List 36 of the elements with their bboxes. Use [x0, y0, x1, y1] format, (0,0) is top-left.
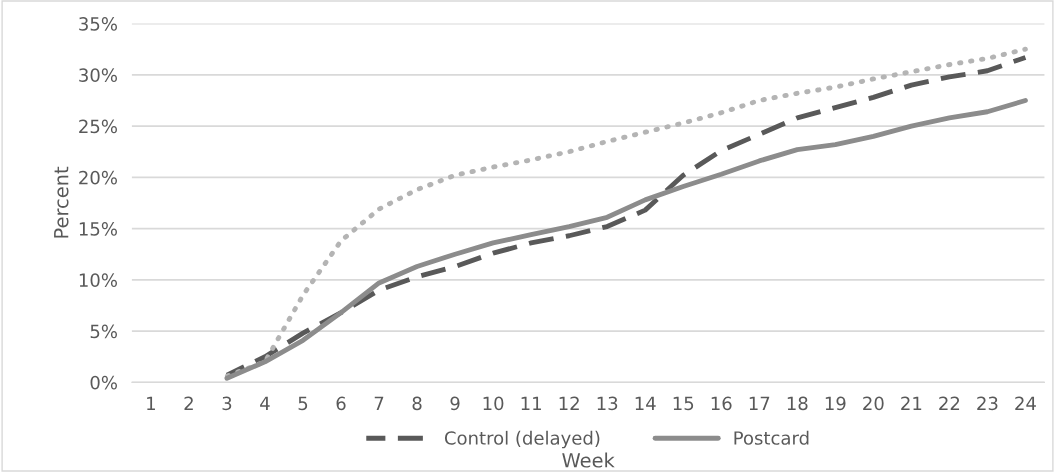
legend-label: Postcard: [734, 430, 809, 445]
y-tick-label: 15%: [79, 222, 117, 236]
x-tick-label: 11: [521, 396, 541, 410]
x-tick-label: 13: [597, 396, 618, 411]
y-tick-label: 30%: [79, 68, 117, 82]
x-tick-label: 7: [374, 396, 384, 410]
y-tick-label: 25%: [79, 119, 117, 134]
x-tick-label: 18: [787, 396, 808, 411]
x-tick-label: 6: [336, 396, 346, 411]
y-tick-label: 5%: [90, 324, 117, 339]
legend-label: Control (delayed): [444, 430, 600, 449]
x-axis-title: Week: [562, 452, 615, 468]
y-tick-label: 20%: [79, 170, 117, 185]
x-tick-label: 16: [711, 396, 732, 411]
y-tick-label: 10%: [79, 273, 117, 287]
x-tick-label: 3: [222, 396, 232, 411]
x-tick-label: 5: [298, 396, 308, 411]
x-tick-label: 20: [863, 396, 884, 411]
x-tick-label: 12: [559, 396, 579, 410]
x-tick-label: 10: [483, 396, 504, 411]
x-tick-label: 1: [147, 396, 155, 410]
x-tick-label: 14: [635, 396, 656, 410]
x-tick-label: 21: [901, 396, 922, 410]
x-tick-label: 2: [184, 396, 193, 410]
x-tick-label: 17: [749, 396, 770, 410]
y-tick-label: 0%: [90, 375, 117, 390]
x-tick-label: 19: [825, 396, 846, 411]
x-tick-label: 22: [939, 396, 960, 410]
x-tick-label: 8: [412, 396, 422, 411]
x-tick-label: 23: [977, 396, 998, 411]
x-tick-label: 4: [260, 396, 270, 410]
x-tick-label: 15: [673, 396, 694, 411]
x-tick-label: 24: [1015, 396, 1036, 410]
y-axis-title: Percent: [54, 166, 69, 238]
x-tick-label: 9: [450, 396, 460, 411]
y-tick-label: 35%: [79, 17, 117, 31]
